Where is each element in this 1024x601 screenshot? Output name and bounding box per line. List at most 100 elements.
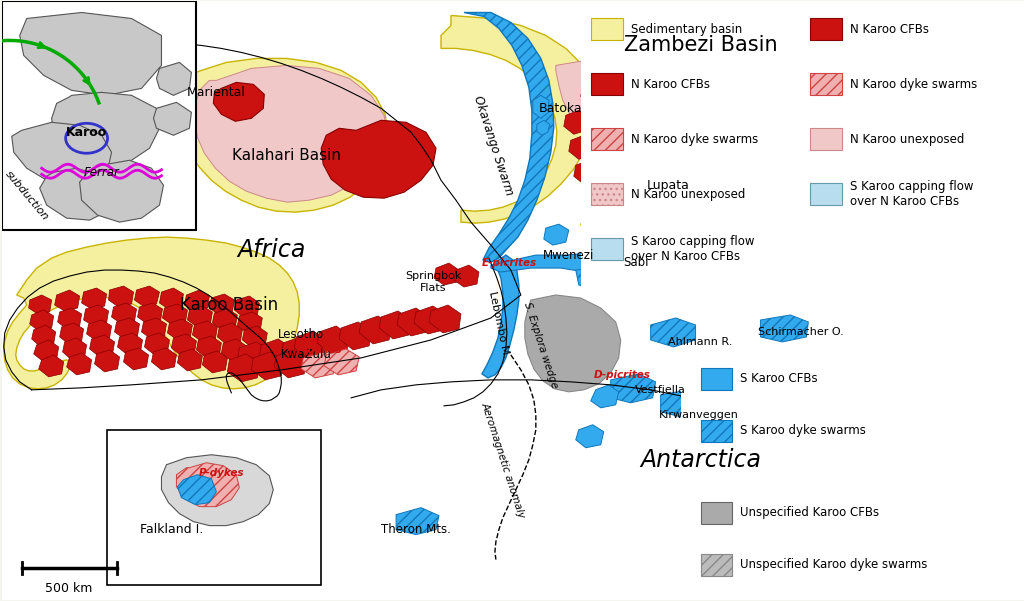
Polygon shape bbox=[544, 224, 568, 245]
Bar bbox=[700, 502, 732, 523]
Text: Karoo Basin: Karoo Basin bbox=[180, 296, 279, 314]
Polygon shape bbox=[429, 305, 461, 333]
Polygon shape bbox=[591, 385, 618, 408]
Text: Sabi: Sabi bbox=[623, 255, 648, 269]
Polygon shape bbox=[160, 288, 183, 309]
Text: Lebombo M.: Lebombo M. bbox=[487, 291, 511, 359]
Bar bbox=[810, 73, 843, 96]
Text: Unspecified Karoo dyke swarms: Unspecified Karoo dyke swarms bbox=[740, 558, 928, 571]
Text: Kalahari Basin: Kalahari Basin bbox=[231, 148, 341, 163]
Polygon shape bbox=[197, 336, 221, 358]
Polygon shape bbox=[564, 111, 589, 134]
Polygon shape bbox=[152, 348, 176, 370]
Polygon shape bbox=[177, 475, 216, 505]
Polygon shape bbox=[87, 320, 112, 341]
Polygon shape bbox=[217, 323, 243, 345]
Polygon shape bbox=[650, 318, 695, 347]
Polygon shape bbox=[157, 63, 191, 96]
Polygon shape bbox=[177, 349, 203, 371]
Polygon shape bbox=[610, 374, 655, 403]
Polygon shape bbox=[259, 339, 291, 367]
Polygon shape bbox=[54, 290, 80, 311]
Polygon shape bbox=[39, 355, 63, 377]
Bar bbox=[810, 128, 843, 150]
Polygon shape bbox=[141, 318, 167, 339]
Polygon shape bbox=[67, 353, 91, 375]
Polygon shape bbox=[637, 174, 666, 200]
Polygon shape bbox=[176, 463, 240, 507]
Polygon shape bbox=[184, 290, 209, 311]
Text: Lesotho: Lesotho bbox=[279, 328, 325, 341]
Polygon shape bbox=[573, 160, 599, 184]
Text: N Karoo dyke swarms: N Karoo dyke swarms bbox=[850, 78, 978, 91]
Text: Sedimentary basin: Sedimentary basin bbox=[631, 23, 742, 36]
Polygon shape bbox=[11, 123, 112, 185]
Polygon shape bbox=[525, 295, 621, 392]
Text: Lupata: Lupata bbox=[647, 178, 690, 192]
Bar bbox=[2, 1, 197, 230]
Polygon shape bbox=[464, 13, 554, 262]
Text: N Karoo unexposed: N Karoo unexposed bbox=[631, 188, 745, 201]
Polygon shape bbox=[30, 310, 53, 331]
Polygon shape bbox=[614, 140, 679, 190]
Polygon shape bbox=[282, 337, 313, 365]
Bar bbox=[700, 554, 732, 576]
Text: Karoo: Karoo bbox=[66, 126, 108, 139]
Text: E-picrites: E-picrites bbox=[481, 258, 537, 268]
Polygon shape bbox=[4, 237, 299, 389]
Polygon shape bbox=[221, 339, 247, 361]
Polygon shape bbox=[301, 352, 336, 378]
Polygon shape bbox=[82, 288, 106, 309]
Text: Okavango Swarm: Okavango Swarm bbox=[471, 94, 515, 197]
Text: Theron Mts.: Theron Mts. bbox=[381, 523, 451, 536]
Text: 500 km: 500 km bbox=[45, 582, 92, 594]
Polygon shape bbox=[209, 294, 234, 315]
Text: Antarctica: Antarctica bbox=[640, 448, 761, 472]
Bar bbox=[700, 368, 732, 390]
Polygon shape bbox=[109, 286, 133, 307]
Bar bbox=[581, 5, 1024, 295]
Polygon shape bbox=[89, 335, 115, 357]
Polygon shape bbox=[532, 96, 549, 118]
Polygon shape bbox=[162, 455, 273, 526]
Text: Ahlmann R.: Ahlmann R. bbox=[669, 337, 733, 347]
Polygon shape bbox=[581, 210, 650, 246]
Polygon shape bbox=[359, 316, 391, 344]
Polygon shape bbox=[274, 350, 306, 378]
Polygon shape bbox=[80, 160, 164, 222]
Polygon shape bbox=[243, 326, 267, 348]
Polygon shape bbox=[32, 325, 55, 347]
Text: Zambezi Basin: Zambezi Basin bbox=[624, 35, 777, 55]
Polygon shape bbox=[634, 154, 663, 180]
Polygon shape bbox=[414, 306, 446, 334]
Bar bbox=[591, 238, 623, 260]
Text: Ferrar: Ferrar bbox=[84, 166, 120, 178]
Polygon shape bbox=[660, 390, 706, 417]
Text: Springbok
Flats: Springbok Flats bbox=[404, 271, 461, 293]
Polygon shape bbox=[454, 265, 479, 287]
Text: Mwenezi: Mwenezi bbox=[543, 249, 595, 261]
Polygon shape bbox=[193, 321, 217, 342]
Polygon shape bbox=[575, 425, 604, 448]
Polygon shape bbox=[94, 350, 120, 372]
Bar bbox=[591, 183, 623, 205]
Polygon shape bbox=[227, 354, 259, 382]
Polygon shape bbox=[62, 338, 87, 360]
Polygon shape bbox=[115, 318, 139, 339]
Polygon shape bbox=[581, 81, 606, 105]
Text: N Karoo dyke swarms: N Karoo dyke swarms bbox=[631, 133, 758, 146]
Polygon shape bbox=[234, 296, 259, 318]
Polygon shape bbox=[124, 348, 148, 370]
Text: S Karoo capping flow
over N Karoo CFBs: S Karoo capping flow over N Karoo CFBs bbox=[631, 235, 754, 263]
Text: subduction: subduction bbox=[3, 168, 50, 222]
Text: N Karoo CFBs: N Karoo CFBs bbox=[631, 78, 710, 91]
Polygon shape bbox=[238, 342, 269, 369]
Text: Mariental: Mariental bbox=[187, 86, 246, 99]
Bar bbox=[681, 490, 1024, 599]
Bar bbox=[591, 73, 623, 96]
Text: Aeromagnetic anomaly: Aeromagnetic anomaly bbox=[479, 401, 526, 519]
Polygon shape bbox=[322, 120, 436, 198]
Text: Falkland I.: Falkland I. bbox=[140, 523, 203, 536]
Polygon shape bbox=[575, 265, 629, 290]
Text: Kirwanveggen: Kirwanveggen bbox=[658, 410, 738, 420]
